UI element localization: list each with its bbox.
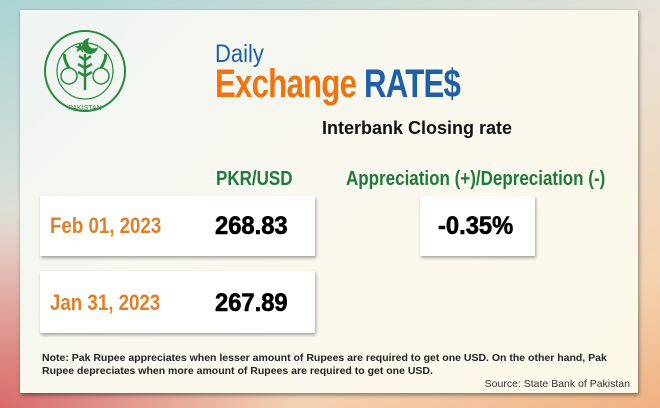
column-header-rate: PKR/USD xyxy=(216,168,293,190)
source-text: Source: State Bank of Pakistan xyxy=(484,378,630,390)
title-exchange: Exchange xyxy=(215,62,357,106)
rate-row: Jan 31, 2023 267.89 xyxy=(40,271,315,333)
header-title: Exchange RATE$ xyxy=(215,62,461,107)
rate-date: Feb 01, 2023 xyxy=(50,213,162,238)
change-box: -0.35% xyxy=(420,196,535,256)
svg-text:PAKISTAN: PAKISTAN xyxy=(68,105,102,112)
rate-value: 268.83 xyxy=(215,212,288,241)
note-text: Note: Pak Rupee appreciates when lesser … xyxy=(42,352,607,377)
rate-row: Feb 01, 2023 268.83 xyxy=(40,196,315,256)
rate-card: PAKISTAN Daily Exchange RATE$ Interbank … xyxy=(20,10,638,393)
rate-date: Jan 31, 2023 xyxy=(50,290,161,315)
change-value: -0.35% xyxy=(438,212,514,241)
state-bank-logo: PAKISTAN xyxy=(44,30,126,112)
header-daily: Daily xyxy=(215,40,264,68)
column-header-change: Appreciation (+)/Depreciation (-) xyxy=(346,168,606,190)
rate-value: 267.89 xyxy=(215,289,288,318)
header-subtitle: Interbank Closing rate xyxy=(322,118,513,138)
title-rates: RATE$ xyxy=(364,62,461,106)
